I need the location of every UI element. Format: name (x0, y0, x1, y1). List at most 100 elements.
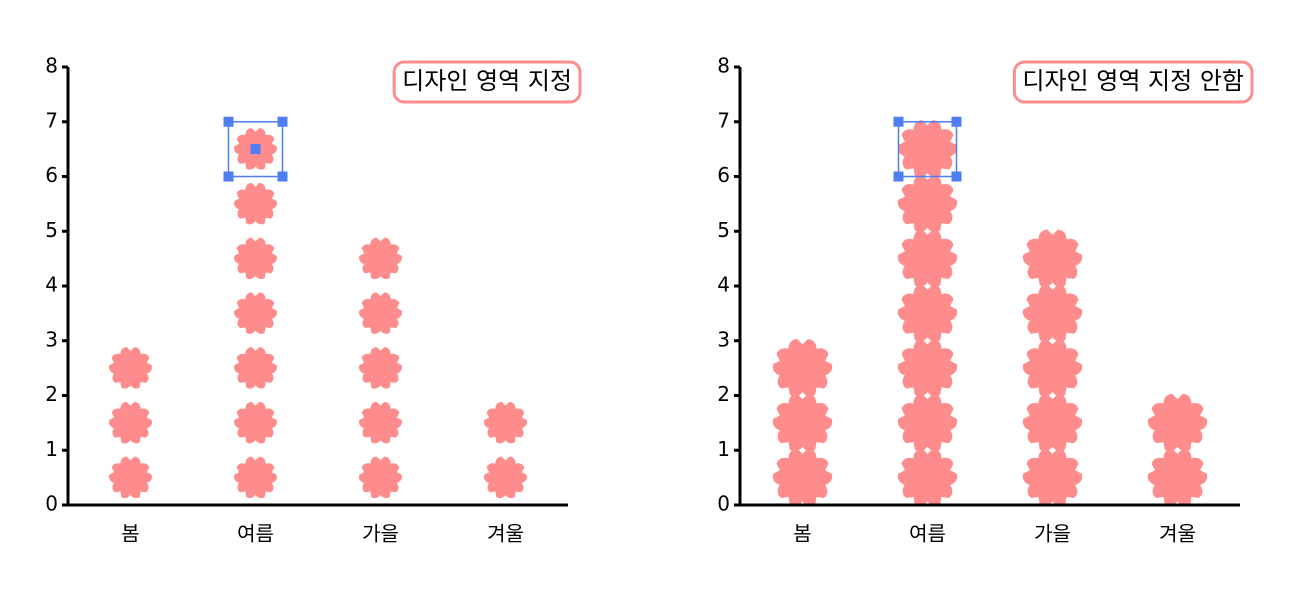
selection-box (227, 121, 284, 178)
selection-handle (951, 171, 962, 182)
y-tick-label: 6 (45, 163, 58, 187)
pictograph-column (772, 339, 833, 506)
pictograph-column (234, 128, 277, 499)
flower-petal (923, 203, 953, 233)
flower-petal (1048, 367, 1078, 397)
flower-petal (1147, 403, 1178, 432)
y-tick-label: 5 (45, 218, 58, 242)
flower-petal (1048, 257, 1078, 287)
y-tick-label: 4 (45, 273, 58, 297)
flower-petal (377, 477, 399, 499)
flower-petal (109, 408, 131, 429)
flower-petal (359, 244, 381, 265)
flower-petal (377, 258, 399, 280)
flower-petal (1147, 457, 1178, 486)
flower-petal (798, 476, 828, 506)
y-tick-label: 7 (717, 108, 730, 132)
y-tick-label: 7 (45, 108, 58, 132)
flower-petal (1048, 422, 1078, 452)
y-tick-label: 8 (717, 54, 730, 78)
flower-petal (923, 148, 953, 178)
flower-petal (923, 257, 953, 287)
x-tick-label: 봄 (793, 522, 811, 546)
flower-petal (234, 299, 256, 320)
y-tick-label: 3 (45, 327, 58, 351)
selection-handle (223, 116, 234, 127)
flower-petal (359, 408, 381, 429)
flower-petal (484, 463, 506, 484)
flower-petal (502, 477, 524, 499)
selection-box (897, 121, 958, 178)
y-tick-label: 8 (45, 54, 58, 78)
flower-petal (897, 129, 928, 158)
y-tick-label: 6 (717, 163, 730, 187)
y-tick-label: 4 (717, 273, 730, 297)
selection-handle (277, 116, 288, 127)
flower-petal (252, 203, 274, 225)
flower-petal (109, 463, 131, 484)
y-tick-label: 0 (717, 492, 730, 516)
flower-petal (1173, 476, 1203, 506)
flower-petal (484, 408, 506, 429)
flower-petal (1022, 238, 1053, 267)
flower-petal (1048, 312, 1078, 342)
flower-petal (897, 348, 928, 377)
selection-handle (250, 144, 261, 155)
flower-petal (127, 477, 149, 499)
flower-petal (1022, 457, 1053, 486)
selection-handle (951, 116, 962, 127)
pictograph-column (1022, 229, 1083, 506)
flower-petal (1022, 293, 1053, 322)
flower-petal (234, 134, 256, 156)
y-tick-label: 1 (717, 437, 730, 461)
selection-handle (277, 171, 288, 182)
flower-petal (359, 353, 381, 375)
flower-petal (798, 367, 828, 397)
pictograph-column (109, 347, 152, 499)
flower-petal (127, 367, 149, 389)
flower-petal (234, 244, 256, 265)
flower-petal (252, 312, 274, 334)
y-tick-label: 1 (45, 437, 58, 461)
annotation: 디자인 영역 지정 (402, 67, 572, 95)
selection-handle (893, 171, 904, 182)
flower-petal (772, 403, 803, 432)
x-tick-label: 가을 (362, 522, 399, 546)
annotation-box (1012, 60, 1254, 104)
flower-petal (234, 463, 256, 484)
flower-petal (359, 463, 381, 484)
flower-petal (127, 422, 149, 444)
flower-petal (1048, 476, 1078, 506)
flower-petal (923, 312, 953, 342)
flower-petal (252, 422, 274, 444)
flower-petal (109, 353, 131, 375)
flower-petal (923, 367, 953, 397)
flower-petal (772, 348, 803, 377)
pictograph-column (1147, 393, 1208, 506)
flower-petal (377, 422, 399, 444)
flower-petal (772, 457, 803, 486)
flower-petal (923, 422, 953, 452)
selection-handle (893, 116, 904, 127)
flower-petal (377, 367, 399, 389)
x-tick-label: 여름 (237, 522, 274, 546)
selection-handle (223, 171, 234, 182)
x-tick-label: 봄 (121, 522, 139, 546)
y-tick-label: 5 (717, 218, 730, 242)
flower-petal (234, 189, 256, 210)
flower-petal (1022, 403, 1053, 432)
flower-petal (359, 299, 381, 320)
annotation: 디자인 영역 지정 안함 (1022, 67, 1244, 95)
flower-petal (234, 353, 256, 375)
flower-petal (897, 238, 928, 267)
flower-petal (252, 367, 274, 389)
y-tick-label: 2 (45, 382, 58, 406)
flower-petal (234, 408, 256, 429)
flower-petal (897, 293, 928, 322)
x-tick-label: 겨울 (487, 522, 524, 546)
pictograph-column (897, 120, 958, 506)
flower-petal (897, 184, 928, 213)
y-tick-label: 0 (45, 492, 58, 516)
y-tick-label: 3 (717, 327, 730, 351)
